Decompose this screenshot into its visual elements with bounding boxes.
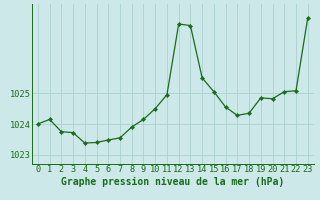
X-axis label: Graphe pression niveau de la mer (hPa): Graphe pression niveau de la mer (hPa) (61, 177, 284, 187)
